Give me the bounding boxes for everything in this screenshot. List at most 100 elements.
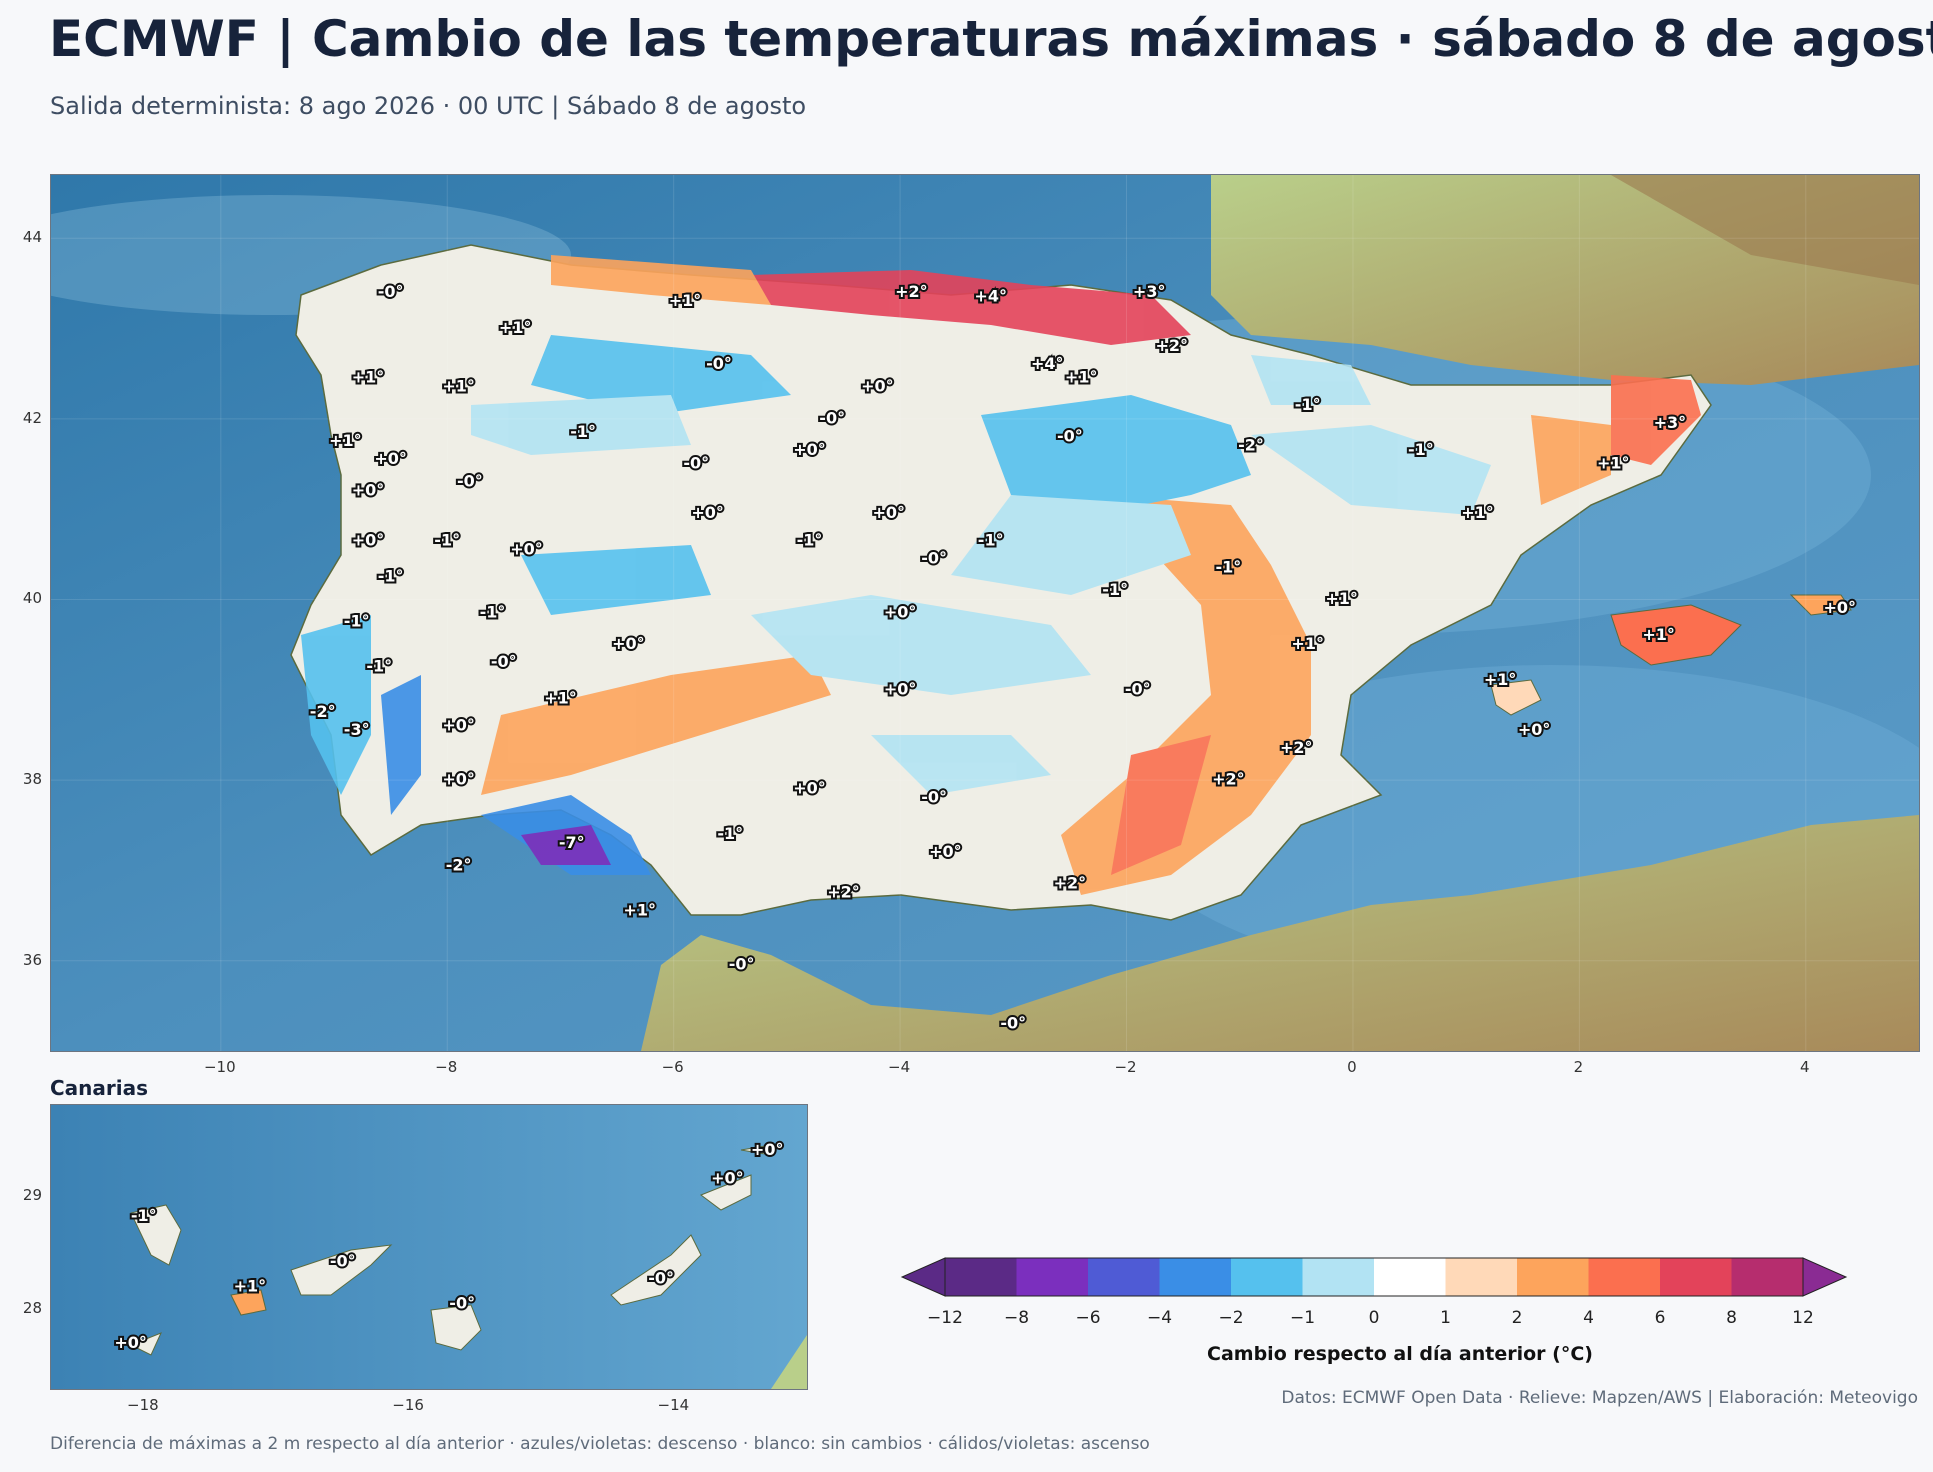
temp-change-label-35: -0° [921, 548, 947, 567]
temp-change-label-32: +0° [510, 539, 543, 558]
colorbar-segment [945, 1258, 1017, 1296]
temp-change-label-23: -1° [1408, 440, 1434, 459]
temp-change-label-7: +1° [442, 377, 475, 396]
temp-change-label-41: +0° [1824, 598, 1857, 617]
temp-change-label-48: -1° [366, 657, 392, 676]
temp-change-label-70: -0° [1000, 1013, 1026, 1032]
temp-change-label-10: +1° [1065, 368, 1098, 387]
colorbar-tick-label: −8 [1003, 1308, 1030, 1328]
temp-change-label-56: +0° [1518, 720, 1551, 739]
temp-change-label-20: -0° [683, 454, 709, 473]
temp-change-label-58: +0° [442, 770, 475, 789]
temp-change-label-8: -0° [706, 354, 732, 373]
temp-change-label-34: -1° [978, 530, 1004, 549]
temp-change-label-24: +1° [1597, 454, 1630, 473]
inset-temp-label-1: +1° [234, 1276, 267, 1295]
colorbar-segment [1731, 1258, 1804, 1296]
temp-change-label-46: +1° [1642, 625, 1675, 644]
colorbar-segment [1231, 1258, 1303, 1296]
temp-change-label-38: -1° [1102, 580, 1128, 599]
colorbar-tick-label: −12 [927, 1308, 963, 1328]
colorbar-segment [1517, 1258, 1589, 1296]
menorca [1789, 594, 1852, 616]
temp-change-label-47: -0° [491, 652, 517, 671]
temp-change-label-3: +2° [895, 282, 928, 301]
inset-map-labels: -1° +1° -0° -0° +0° -0° +0° +0° [112, 1138, 785, 1354]
main-x-tick: 4 [1800, 1058, 1810, 1076]
main-x-tick: 2 [1573, 1058, 1584, 1076]
temp-change-label-33: -1° [797, 530, 823, 549]
colorbar-segment [1588, 1258, 1661, 1296]
temp-change-label-11: +2° [1156, 336, 1189, 355]
temp-change-label-26: +0° [352, 481, 385, 500]
inset-temp-label-0: -1° [131, 1206, 157, 1225]
colorbar-tick-label: 6 [1654, 1308, 1666, 1328]
main-map-canvas: -0°+1°+1° +2° +4° +3°+1° +1°-0° +4°+1°+2°+0°-… [51, 175, 1919, 1051]
temp-change-label-45: +1° [1291, 634, 1324, 653]
inset-map-canvas: -1° +1° -0° -0° +0° -0° +0° +0° [51, 1105, 807, 1389]
temp-change-label-14: -1° [1295, 395, 1321, 414]
colorbar-tick-label: 8 [1726, 1308, 1737, 1328]
main-x-tick: −4 [888, 1058, 911, 1076]
colorbar [900, 1257, 1848, 1297]
colorbar-tick-label: −6 [1075, 1308, 1101, 1328]
temp-change-label-17: +0° [374, 449, 407, 468]
temp-change-label-50: -0° [1125, 679, 1151, 698]
colorbar-tick-label: −2 [1218, 1308, 1244, 1328]
temp-change-label-54: -3° [344, 720, 370, 739]
temp-change-label-16: +1° [329, 431, 362, 450]
main-x-tick: −6 [661, 1058, 684, 1076]
temp-change-label-30: +0° [352, 530, 385, 549]
temp-change-label-69: -0° [729, 955, 755, 974]
inset-temp-label-7: +0° [751, 1140, 784, 1159]
temp-change-label-59: +2° [1212, 770, 1245, 789]
temp-change-label-39: +1° [1325, 589, 1358, 608]
main-x-tick: 0 [1347, 1058, 1357, 1076]
temp-change-label-2: +1° [669, 291, 702, 310]
colorbar-tick-label: 1 [1440, 1308, 1451, 1328]
temp-change-label-57: +2° [1280, 738, 1313, 757]
colorbar-segment [1016, 1258, 1089, 1296]
inset-title: Canarias [50, 1076, 149, 1100]
temp-change-label-66: +2° [827, 883, 860, 902]
mallorca [1610, 604, 1742, 666]
temp-change-label-0: -0° [378, 282, 404, 301]
temp-change-label-52: +1° [544, 688, 577, 707]
temp-change-label-25: -0° [457, 472, 483, 491]
main-y-tick: 36 [22, 950, 42, 969]
temp-change-label-29: +1° [1461, 503, 1494, 522]
temp-change-label-43: -1° [480, 603, 506, 622]
inset-temp-label-4: +0° [114, 1333, 147, 1352]
page-title: ECMWF | Cambio de las temperaturas máxim… [49, 10, 1933, 68]
inset-temp-label-3: -0° [449, 1293, 475, 1312]
temp-change-label-18: -1° [570, 422, 596, 441]
main-x-tick: −8 [435, 1058, 458, 1076]
temp-change-label-27: +0° [691, 503, 724, 522]
colorbar-tick-label: 2 [1511, 1308, 1523, 1328]
temp-change-label-67: +2° [1054, 873, 1087, 892]
footnote: Diferencia de máximas a 2 m respecto al … [50, 1434, 1150, 1454]
main-map: -0° +1° +1° +2° +4° +3° +1° +1° -0° +4° +1° +2° +0° -… [50, 174, 1920, 1052]
temp-change-label-64: +0° [929, 842, 962, 861]
colorbar-frame [944, 1257, 1804, 1297]
temp-change-label-4: +4° [974, 286, 1007, 305]
temp-change-label-65: -2° [446, 855, 472, 874]
anomaly-field [301, 255, 1701, 895]
temp-change-label-42: -1° [344, 612, 370, 631]
temp-change-label-22: -2° [1238, 435, 1264, 454]
temp-change-label-36: -1° [1216, 557, 1242, 576]
temp-change-label-9: +4° [1031, 354, 1064, 373]
colorbar-segment [1159, 1258, 1232, 1296]
temp-change-label-37: -1° [378, 566, 404, 585]
inset-x-tick: −16 [392, 1396, 424, 1414]
main-y-tick: 42 [22, 408, 42, 427]
temp-change-label-15: +3° [1654, 413, 1687, 432]
main-y-tick: 40 [22, 589, 42, 608]
colorbar-tick-label: −4 [1146, 1308, 1173, 1328]
africa-land [641, 815, 1919, 1051]
temp-change-label-5: +3° [1133, 282, 1166, 301]
colorbar-segment [1302, 1258, 1375, 1296]
temp-change-label-60: +0° [793, 779, 826, 798]
temp-change-label-6: +1° [352, 368, 385, 387]
temp-change-label-55: +0° [442, 715, 475, 734]
